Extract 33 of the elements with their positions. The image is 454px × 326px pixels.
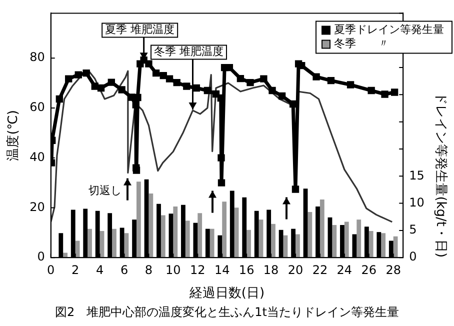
y2-axis-title: ドレイン等発生量(kg/t・日) xyxy=(432,92,448,258)
x-tick-label: 20 xyxy=(288,262,304,277)
y-tick-label: 0 xyxy=(37,250,45,264)
x-tick-label: 28 xyxy=(386,262,401,277)
annotation: 冬季 堆肥温度 xyxy=(154,45,224,58)
x-tick-label: 22 xyxy=(312,262,328,277)
x-tick-label: 16 xyxy=(238,262,254,277)
x-tick-label: 4 xyxy=(96,262,104,277)
y2-tick-label: 0 xyxy=(409,250,417,264)
y2-tick-label: 15 xyxy=(409,168,424,182)
legend-label: 夏季ドレイン等発生量 xyxy=(334,23,444,36)
y-tick-label: 20 xyxy=(30,200,45,214)
x-axis-title: 経過日数(日) xyxy=(188,286,265,302)
x-tick-label: 12 xyxy=(190,262,206,277)
y2-tick-label: 5 xyxy=(409,222,417,237)
x-tick-label: 2 xyxy=(72,262,80,277)
y-tick-label: 80 xyxy=(30,50,45,64)
y-axis-title: 温度(℃) xyxy=(5,110,22,161)
y-tick-label: 60 xyxy=(30,100,45,114)
x-tick-label: 6 xyxy=(120,262,128,277)
x-tick-label: 26 xyxy=(361,262,377,277)
annotation: 切返し xyxy=(88,184,122,198)
y2-tick-label: 10 xyxy=(409,195,424,210)
annotation: 夏季 堆肥温度 xyxy=(105,23,175,36)
x-tick-label: 18 xyxy=(263,262,279,277)
x-tick-label: 14 xyxy=(214,262,230,277)
x-tick-label: 8 xyxy=(144,262,153,277)
x-tick-label: 10 xyxy=(166,262,181,277)
y-tick-label: 40 xyxy=(30,150,45,164)
text: 図2 堆肥中心部の温度変化と生ふん1t当たりドレイン等発生量 xyxy=(55,304,399,319)
legend-label: 冬季 〃 xyxy=(334,37,389,50)
x-tick-label: 0 xyxy=(47,262,55,277)
x-tick-label: 24 xyxy=(336,262,352,277)
